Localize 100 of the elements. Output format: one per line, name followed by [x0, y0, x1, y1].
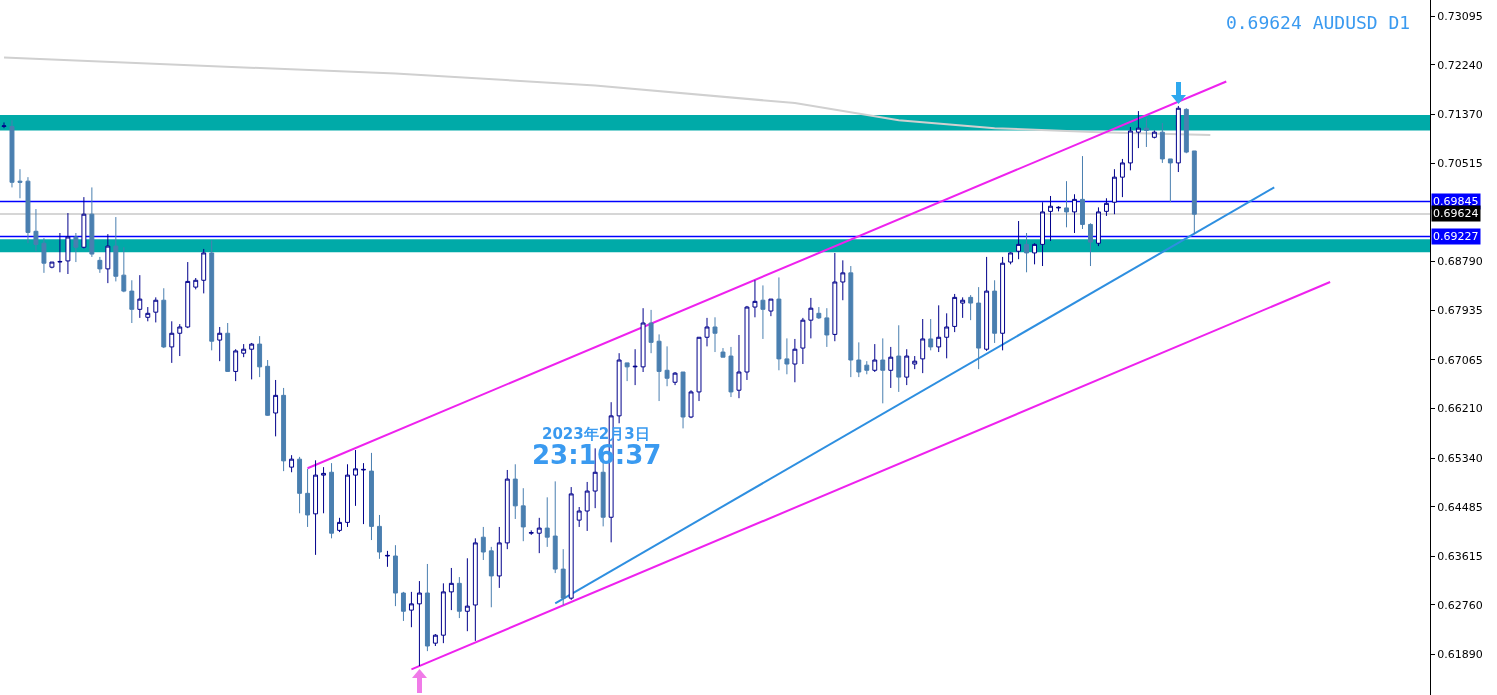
candlestick: [688, 389, 694, 419]
candlestick: [1064, 180, 1069, 228]
candlestick: [488, 546, 494, 608]
y-tick-label: 0.62760: [1437, 598, 1483, 612]
candlestick: [113, 216, 119, 282]
candlestick: [153, 296, 159, 323]
candlestick: [952, 293, 958, 333]
candlestick: [576, 506, 582, 528]
candlestick: [145, 306, 151, 322]
ref-line-label: 0.69227: [1433, 230, 1479, 243]
candlestick: [552, 480, 558, 574]
candlestick: [744, 305, 750, 381]
candlestick: [424, 563, 430, 652]
y-tick-label: 0.67935: [1437, 304, 1483, 318]
candlestick: [209, 239, 215, 351]
candlestick: [872, 343, 878, 373]
candlestick: [1080, 155, 1085, 230]
candlestick: [984, 256, 990, 352]
candlestick: [169, 320, 175, 364]
candlestick: [161, 287, 167, 349]
candlestick: [936, 304, 942, 353]
candlestick: [1000, 256, 1006, 351]
candlestick: [1032, 242, 1038, 265]
candlestick: [345, 463, 350, 528]
candlestick: [17, 168, 23, 199]
candlestick: [992, 279, 998, 344]
y-tick-label: 0.61890: [1437, 648, 1483, 662]
candlestick: [1159, 122, 1165, 164]
candlestick: [201, 248, 207, 294]
candlestick: [752, 279, 758, 318]
candlestick: [976, 286, 982, 370]
candlestick: [249, 342, 255, 380]
candlestick: [456, 576, 462, 619]
candlestick: [1040, 201, 1045, 267]
candlestick: [960, 296, 966, 319]
ref-line-label: 0.69845: [1433, 195, 1479, 208]
candlestick: [624, 362, 630, 382]
candlestick: [840, 259, 846, 301]
candlestick: [81, 196, 87, 249]
candlestick: [129, 279, 135, 324]
candlestick: [544, 496, 550, 548]
candlestick: [600, 462, 606, 527]
ref-line-label: 0.69624: [1433, 207, 1479, 220]
candlestick: [337, 517, 342, 533]
candlestick: [177, 323, 183, 357]
candlestick: [385, 550, 390, 568]
candlestick: [1096, 206, 1101, 247]
candlestick: [704, 317, 710, 347]
candlestick: [353, 449, 358, 507]
candlestick: [528, 529, 534, 536]
candlestick: [440, 582, 446, 644]
candlestick: [728, 346, 734, 398]
candlestick: [41, 237, 47, 274]
candlestick: [1088, 222, 1093, 267]
candlestick: [896, 324, 902, 393]
candlestick: [1183, 107, 1189, 154]
candlestick: [321, 466, 326, 514]
candlestick: [193, 277, 199, 290]
candlestick: [672, 371, 678, 386]
y-tick-label: 0.67065: [1437, 353, 1483, 367]
candlestick: [776, 276, 782, 371]
candlestick: [616, 352, 622, 424]
candlestick: [848, 265, 854, 378]
candlestick: [824, 307, 830, 348]
candlestick: [329, 462, 334, 539]
candlestick: [536, 517, 542, 554]
candlestick: [9, 119, 15, 188]
candlestick: [664, 345, 670, 387]
candlestick: [856, 341, 862, 378]
candlestick: [656, 333, 662, 402]
candlestick: [105, 233, 111, 284]
candlestick: [640, 307, 646, 373]
line-series: [2, 56, 1212, 137]
candlestick: [281, 387, 287, 472]
candlestick: [504, 469, 510, 550]
candlestick: [233, 348, 239, 382]
candlestick: [968, 294, 974, 321]
candlestick: [560, 548, 566, 606]
candlestick: [1, 121, 7, 129]
candlestick: [720, 347, 726, 358]
y-tick-label: 0.66210: [1437, 402, 1483, 416]
candlestick: [1111, 168, 1117, 215]
candlestick: [512, 463, 518, 520]
y-tick-label: 0.68790: [1437, 255, 1483, 269]
candlestick: [464, 557, 470, 632]
candlestick: [313, 459, 319, 556]
y-tick-label: 0.63615: [1437, 550, 1483, 564]
candlestick: [768, 298, 774, 317]
candlestick: [808, 297, 814, 339]
candlestick: [880, 337, 886, 404]
candlestick: [800, 317, 806, 365]
candlestick: [696, 336, 702, 402]
y-tick-label: 0.73095: [1437, 10, 1483, 24]
candlestick: [1127, 126, 1133, 171]
candlestick: [185, 261, 191, 329]
candlestick: [568, 486, 574, 601]
candlestick: [1119, 158, 1125, 198]
candlestick: [265, 359, 271, 417]
candlestick: [57, 232, 63, 273]
candlestick: [377, 514, 382, 560]
